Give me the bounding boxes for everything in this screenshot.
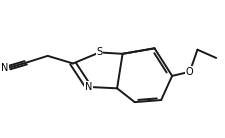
Text: S: S: [96, 47, 103, 57]
Text: N: N: [85, 82, 92, 92]
Text: N: N: [1, 63, 8, 73]
Text: O: O: [186, 67, 194, 77]
